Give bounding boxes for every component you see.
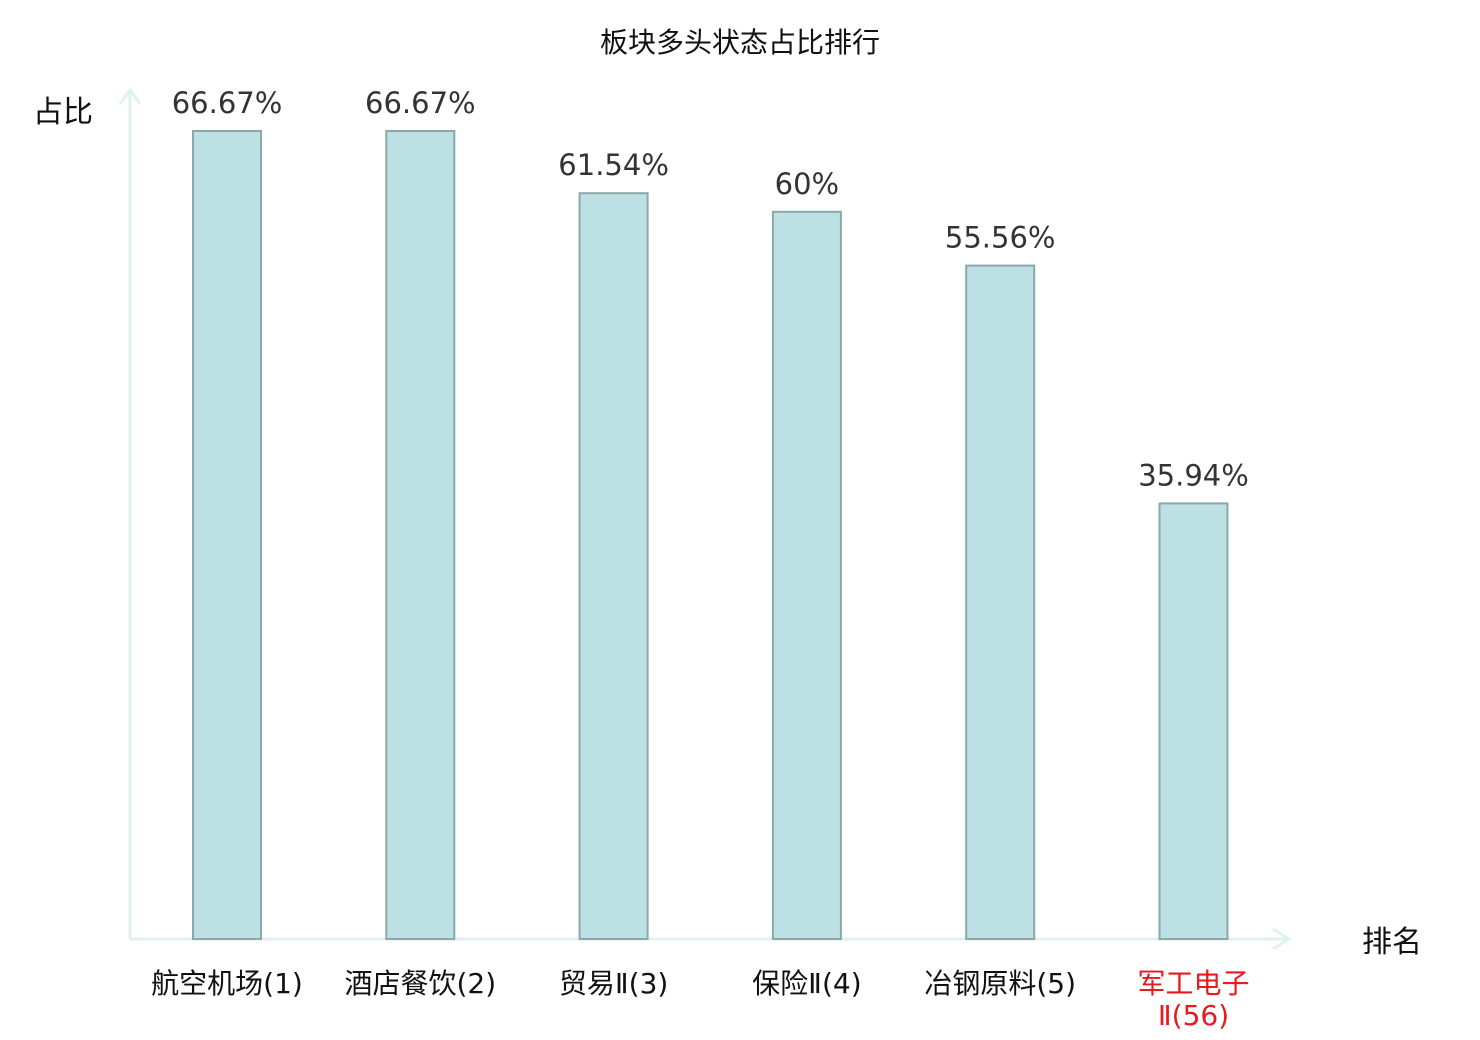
category-label-group: 航空机场(1) 酒店餐饮(2) 贸易Ⅱ(3) 保险Ⅱ(4) 冶钢原料(5) 军工电子 Ⅱ(5… [151,967,1249,1032]
x-axis-arrow [1272,927,1292,951]
category-label-4: 保险Ⅱ(4) [752,967,861,1000]
category-label-6: 军工电子 Ⅱ(56) [1137,967,1249,1032]
bar-series [192,130,1229,941]
category-label-line: Ⅱ(56) [1158,999,1229,1032]
value-label-4: 60% [775,167,839,201]
category-label-line: 保险Ⅱ(4) [752,967,861,1000]
bar-1 [192,130,262,940]
bar-2 [385,130,456,940]
category-label-2: 酒店餐饮(2) [344,967,496,1000]
x-axis-label: 排名 [1362,925,1422,960]
category-label-line: 酒店餐饮(2) [344,967,496,1000]
category-label-line: 贸易Ⅱ(3) [559,967,668,1000]
bar-5 [965,264,1036,941]
value-label-3: 61.54% [558,148,669,182]
category-label-line: 航空机场(1) [151,967,303,1000]
bar-3 [578,192,649,940]
chart-title: 板块多头状态占比排行 [600,26,880,59]
category-label-1: 航空机场(1) [151,967,303,1000]
value-label-5: 55.56% [945,221,1056,255]
value-label-1: 66.67% [172,86,283,120]
value-label-2: 66.67% [365,86,476,120]
category-label-5: 冶钢原料(5) [924,967,1076,1000]
category-label-3: 贸易Ⅱ(3) [559,967,668,1000]
value-label-6: 35.94% [1138,458,1249,492]
y-axis-label: 占比 [33,95,93,130]
bar-6 [1158,502,1229,940]
category-label-line: 军工电子 [1137,967,1249,1000]
bar-4 [771,210,842,941]
y-axis-arrow [118,87,142,105]
value-label-group: 66.67% 66.67% 61.54% 60% 55.56% 35.94% [172,86,1249,492]
category-label-line: 冶钢原料(5) [924,967,1076,1000]
